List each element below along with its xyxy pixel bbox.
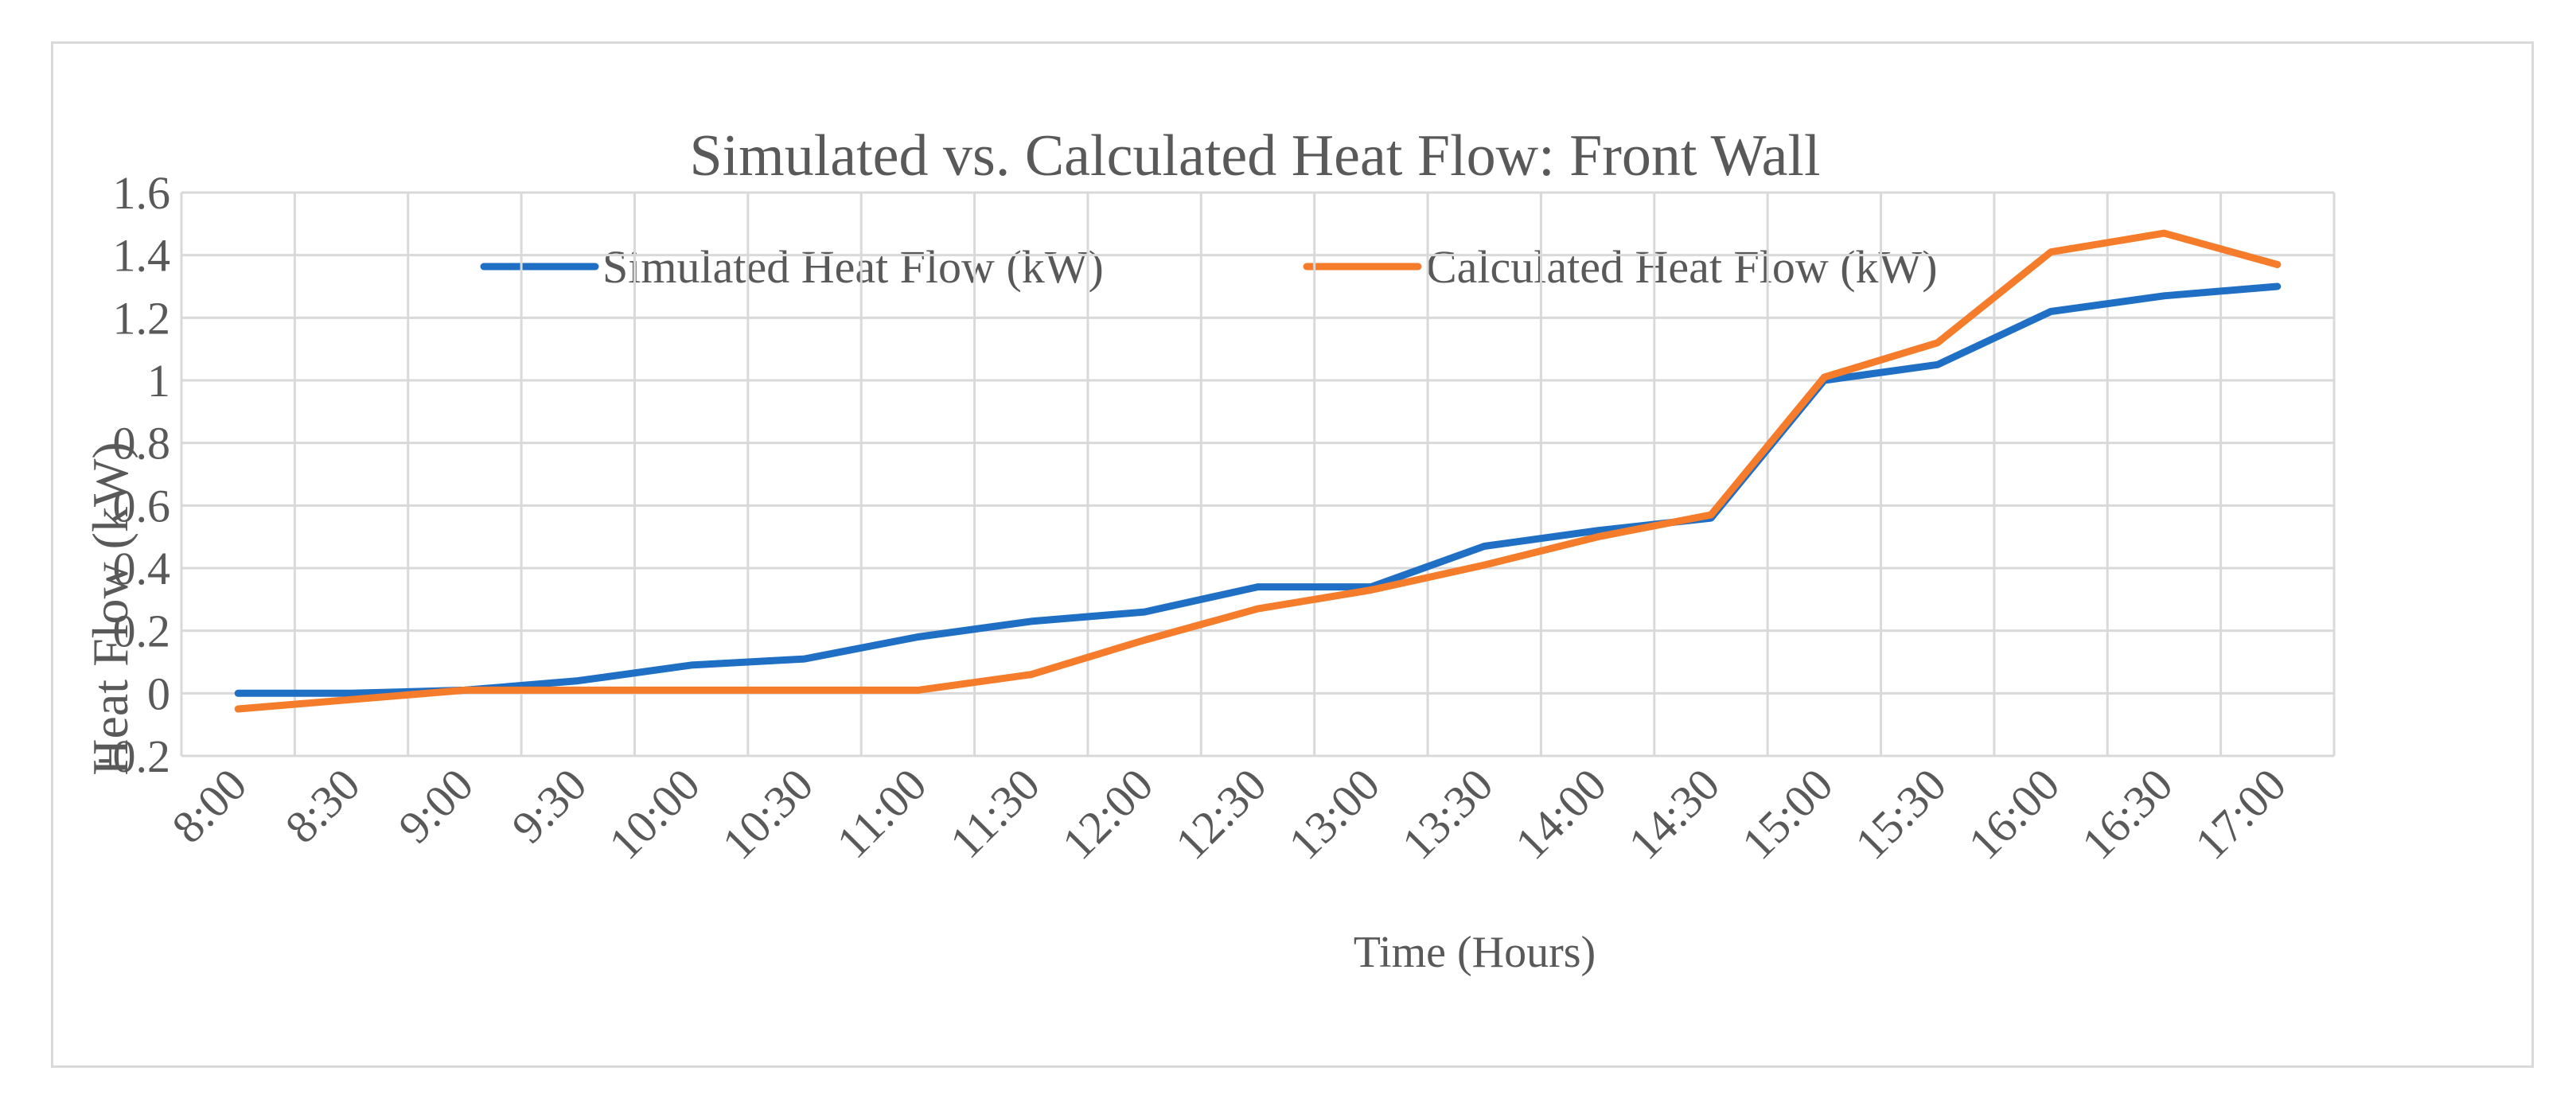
x-tick-label: 16:00 [1958,758,2069,869]
y-tick-label: 1 [147,355,170,407]
x-tick-label: 10:30 [712,758,823,869]
y-axis-ticks: -0.2 0 0.2 0.4 0.6 0.8 1 1.2 1.4 1.6 [97,167,170,782]
y-tick-label: 0.2 [113,606,171,657]
chart-title: Simulated vs. Calculated Heat Flow: Fron… [689,123,1820,189]
y-tick-label: 1.4 [113,230,171,282]
x-tick-label: 11:30 [940,758,1050,868]
y-axis-title: Heat Flow (kW) [82,442,138,775]
legend-label-simulated: Simulated Heat Flow (kW) [602,241,1104,293]
x-tick-label: 16:30 [2071,758,2182,869]
y-tick-label: 0.6 [113,480,171,532]
y-tick-label: 0.8 [113,418,171,469]
grid [180,191,2336,757]
x-tick-label: 12:00 [1052,758,1163,869]
x-tick-label: 11:00 [827,758,937,868]
x-tick-label: 8:00 [162,758,256,853]
x-tick-label: 10:00 [598,758,709,869]
y-tick-label: -0.2 [97,730,170,782]
y-tick-label: 1.6 [113,167,171,219]
series-line-calculated [234,229,2282,713]
x-tick-label: 15:30 [1845,758,1956,869]
x-axis-ticks: 8:00 8:30 9:00 9:30 10:00 10:30 11:00 11:30 12:0… [162,758,2296,869]
x-tick-label: 14:00 [1505,758,1615,869]
y-tick-label: 1.2 [113,292,171,344]
x-tick-label: 9:30 [502,758,597,853]
y-tick-label: 0 [147,668,170,719]
x-tick-label: 8:30 [275,758,370,853]
y-tick-label: 0.4 [113,543,171,594]
x-tick-label: 13:30 [1392,758,1502,869]
x-tick-label: 12:30 [1165,758,1276,869]
legend: Simulated Heat Flow (kW) Calculated Heat … [480,241,1938,293]
x-tick-label: 14:30 [1619,758,1729,869]
x-tick-label: 17:00 [2185,758,2296,869]
legend-label-calculated: Calculated Heat Flow (kW) [1426,241,1938,293]
chart-frame: Simulated vs. Calculated Heat Flow: Fron… [51,41,2534,1068]
x-tick-label: 13:00 [1279,758,1389,869]
x-tick-label: 15:00 [1732,758,1842,869]
x-axis-title: Time (Hours) [1354,928,1596,977]
x-tick-label: 9:00 [388,758,483,853]
line-chart: Simulated vs. Calculated Heat Flow: Fron… [82,123,2336,977]
series-layer [234,229,2282,713]
series-line-simulated [234,282,2282,697]
